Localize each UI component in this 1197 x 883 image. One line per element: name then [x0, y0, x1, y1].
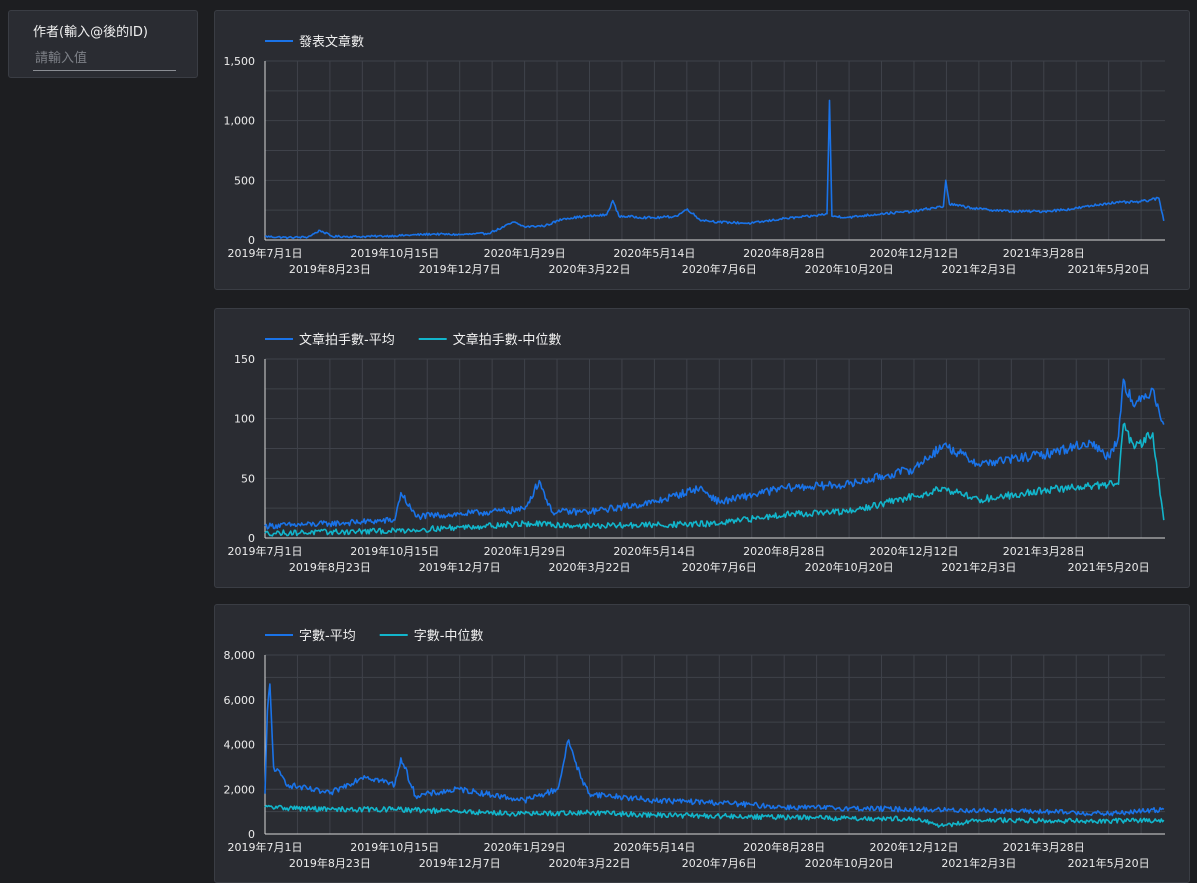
x-tick-label: 2020年3月22日 [548, 560, 630, 574]
x-tick-label: 2021年3月28日 [1003, 246, 1085, 260]
x-tick-label: 2021年3月28日 [1003, 544, 1085, 558]
y-tick-label: 100 [234, 413, 255, 426]
y-tick-label: 8,000 [224, 649, 256, 662]
y-tick-label: 1,000 [224, 115, 256, 128]
x-tick-label: 2019年8月23日 [289, 560, 371, 574]
x-tick-label: 2020年7月6日 [682, 856, 757, 870]
series-line [264, 422, 1165, 537]
y-tick-label: 6,000 [224, 694, 256, 707]
x-tick-label: 2020年10月20日 [805, 560, 894, 574]
y-tick-label: 2,000 [224, 783, 256, 796]
x-tick-label: 2021年5月20日 [1068, 560, 1150, 574]
x-tick-label: 2020年5月14日 [613, 840, 695, 854]
x-tick-label: 2020年12月12日 [869, 840, 958, 854]
x-tick-label: 2020年10月20日 [805, 262, 894, 276]
series-line [264, 683, 1165, 817]
x-tick-label: 2020年5月14日 [613, 246, 695, 260]
x-tick-label: 2021年3月28日 [1003, 840, 1085, 854]
y-tick-label: 0 [248, 828, 255, 841]
x-tick-label: 2020年7月6日 [682, 262, 757, 276]
word-count-chart: 0 2,000 4,000 6,000 8,000 2019年7月1日 2019年8月23日… [214, 604, 1190, 883]
x-tick-label: 2020年7月6日 [682, 560, 757, 574]
x-tick-label: 2020年3月22日 [548, 856, 630, 870]
y-tick-label: 50 [241, 472, 255, 485]
x-tick-label: 2021年5月20日 [1068, 856, 1150, 870]
x-tick-label: 2020年12月12日 [869, 246, 958, 260]
chart-svg: 0 2,000 4,000 6,000 8,000 2019年7月1日 2019年8月23日… [224, 629, 1165, 870]
x-tick-label: 2019年10月15日 [350, 246, 439, 260]
x-tick-label: 2020年8月28日 [743, 246, 825, 260]
legend-label: 文章拍手數-中位數 [453, 332, 562, 348]
x-tick-label: 2021年5月20日 [1068, 262, 1150, 276]
x-tick-label: 2020年10月20日 [805, 856, 894, 870]
author-filter-panel: 作者(輸入@後的ID) [8, 10, 198, 78]
x-tick-label: 2019年12月7日 [419, 856, 501, 870]
y-tick-label: 500 [234, 174, 255, 187]
claps-chart: 0 50 100 150 2019年7月1日 2019年8月23日 2019年10月15日 2… [214, 308, 1190, 588]
legend-label: 發表文章數 [299, 34, 364, 50]
x-tick-label: 2019年10月15日 [350, 544, 439, 558]
legend-label: 字數-中位數 [414, 629, 484, 644]
legend-label: 字數-平均 [299, 629, 356, 644]
series-line [264, 804, 1165, 828]
x-tick-label: 2020年1月29日 [484, 246, 566, 260]
legend-label: 文章拍手數-平均 [299, 332, 395, 348]
y-tick-label: 150 [234, 353, 255, 366]
series-line [264, 378, 1165, 530]
y-tick-label: 4,000 [224, 739, 256, 752]
y-tick-label: 0 [248, 532, 255, 545]
y-tick-label: 0 [248, 234, 255, 247]
author-filter-input[interactable] [33, 47, 176, 71]
x-tick-label: 2020年5月14日 [613, 544, 695, 558]
x-tick-label: 2019年12月7日 [419, 560, 501, 574]
x-tick-label: 2021年2月3日 [941, 560, 1016, 574]
x-tick-label: 2019年7月1日 [228, 544, 303, 558]
x-tick-label: 2019年10月15日 [350, 840, 439, 854]
author-filter-label: 作者(輸入@後的ID) [33, 25, 148, 40]
x-tick-label: 2019年12月7日 [419, 262, 501, 276]
x-tick-label: 2019年8月23日 [289, 856, 371, 870]
x-tick-label: 2019年7月1日 [228, 246, 303, 260]
x-tick-label: 2019年8月23日 [289, 262, 371, 276]
x-tick-label: 2021年2月3日 [941, 262, 1016, 276]
x-tick-label: 2021年2月3日 [941, 856, 1016, 870]
y-tick-label: 1,500 [224, 55, 256, 68]
x-tick-label: 2019年7月1日 [228, 840, 303, 854]
x-tick-label: 2020年1月29日 [484, 544, 566, 558]
chart-svg: 0 50 100 150 2019年7月1日 2019年8月23日 2019年10月15日 2… [228, 332, 1165, 574]
x-tick-label: 2020年8月28日 [743, 840, 825, 854]
x-tick-label: 2020年1月29日 [484, 840, 566, 854]
x-tick-label: 2020年12月12日 [869, 544, 958, 558]
chart-svg: 0 500 1,000 1,500 2019年7月1日 2019年8月23日 2019年10… [224, 34, 1165, 276]
x-tick-label: 2020年3月22日 [548, 262, 630, 276]
series-line [264, 99, 1165, 240]
posts-count-chart: 0 500 1,000 1,500 2019年7月1日 2019年8月23日 2019年10… [214, 10, 1190, 290]
x-tick-label: 2020年8月28日 [743, 544, 825, 558]
